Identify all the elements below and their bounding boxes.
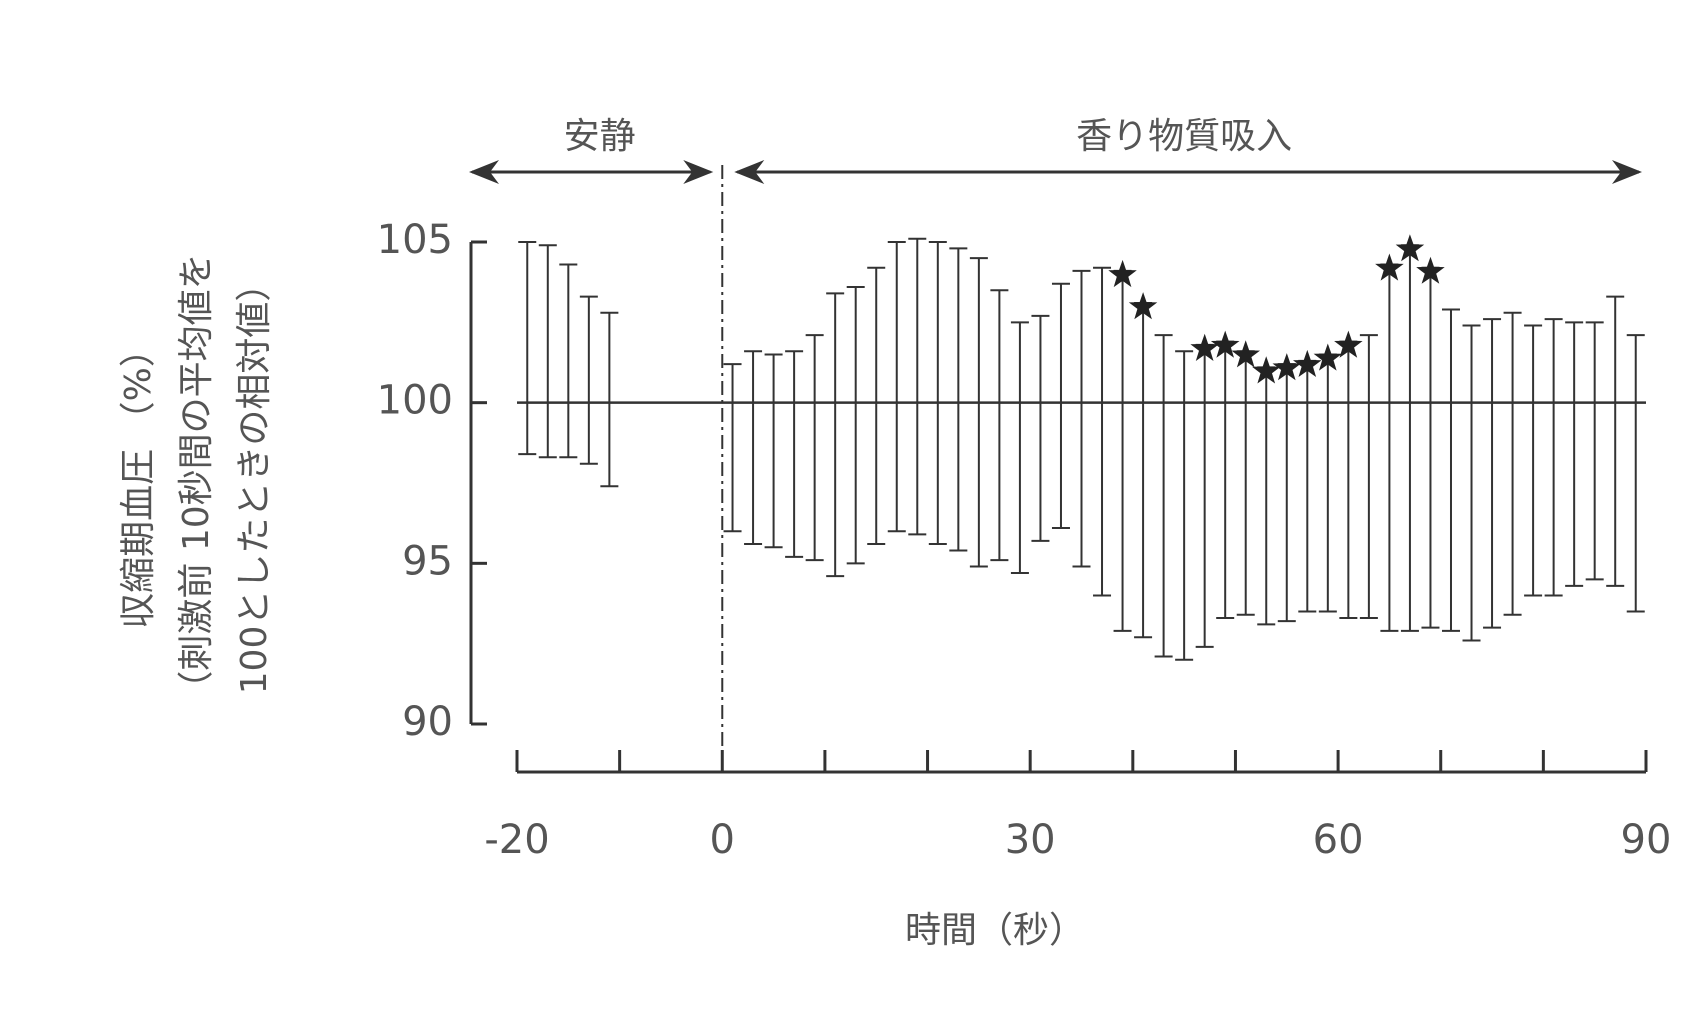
y-axis-label: （刺激前 10秒間の平均値を (176, 253, 217, 706)
y-axis-label: 収縮期血圧 （%） (118, 331, 159, 629)
x-tick-label: -20 (484, 817, 549, 863)
significance-star (1108, 259, 1137, 288)
y-tick-label: 100 (377, 378, 453, 424)
y-tick-label: 90 (402, 699, 453, 745)
significance-star (1210, 330, 1240, 358)
significance-star (1334, 330, 1363, 358)
significance-star (1395, 234, 1425, 262)
significance-star (1128, 292, 1158, 320)
significance-star (1190, 333, 1219, 361)
x-tick-label: 60 (1313, 817, 1364, 863)
significance-star (1231, 340, 1260, 368)
significance-star (1272, 353, 1301, 381)
phase-label: 香り物質吸入 (1076, 116, 1292, 157)
x-tick-label: 30 (1005, 817, 1056, 863)
phase-label: 安静 (564, 116, 636, 157)
significance-star (1293, 349, 1322, 377)
significance-star (1313, 343, 1343, 371)
x-tick-label: 0 (710, 817, 735, 863)
y-tick-label: 95 (402, 538, 453, 584)
significance-star (1252, 356, 1281, 384)
x-axis-label: 時間（秒） (905, 910, 1085, 951)
y-axis-label: 100としたときの相対値） (234, 266, 275, 695)
significance-star (1375, 253, 1404, 281)
y-tick-label: 105 (377, 217, 453, 263)
x-tick-label: 90 (1621, 817, 1672, 863)
significance-star (1416, 256, 1445, 284)
